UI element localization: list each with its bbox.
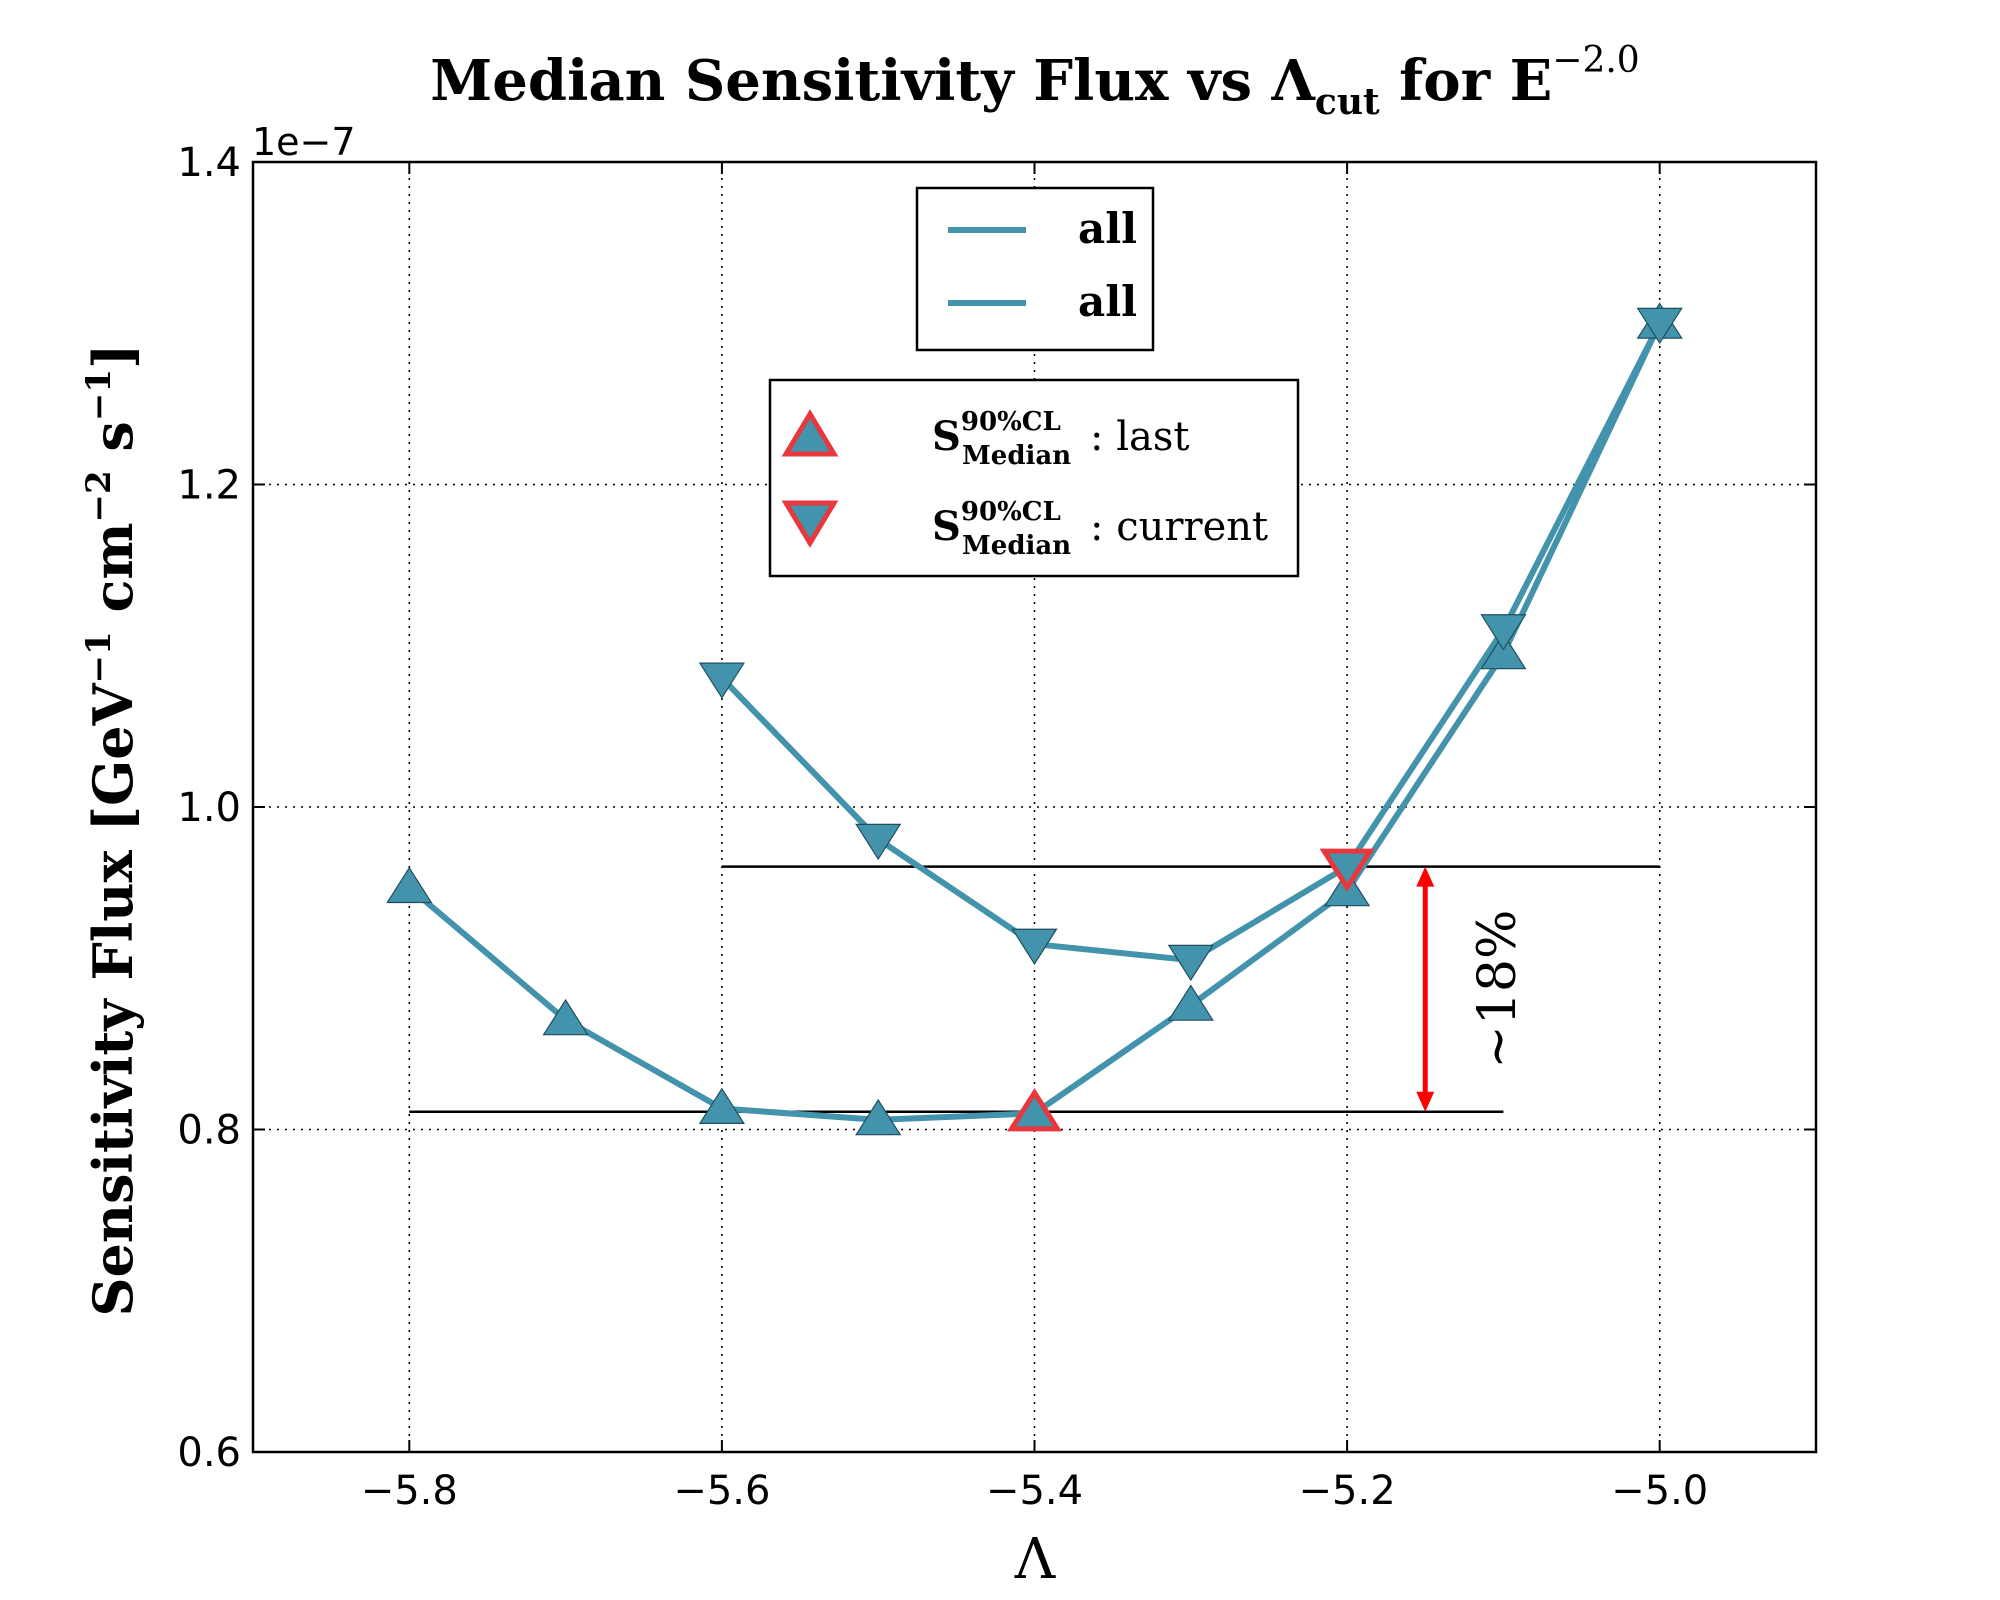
legend-marker-current <box>781 500 839 548</box>
data-point <box>698 1087 745 1124</box>
legend-label-last: S90%CL Median: last <box>932 407 1189 471</box>
x-tick-label: −5.0 <box>1611 1468 1708 1514</box>
ticks: −5.8 −5.6 −5.4 −5.2 −5.0 0.6 0.8 1.0 1.2 1.4 <box>177 140 1816 1514</box>
data-point <box>1011 928 1058 965</box>
series-legend: all all <box>915 186 1155 352</box>
chart-title: Median Sensitivity Flux vs Λcut for E−2.… <box>430 40 1639 123</box>
data-point <box>386 866 433 904</box>
arrow-head-bottom <box>1416 1091 1435 1112</box>
marker-legend: S90%CL Median: last S90%CL Median: current <box>768 378 1300 578</box>
y-tick-label: 0.6 <box>177 1430 241 1476</box>
legend-label-1: all <box>1078 204 1137 253</box>
y-offset-label: 1e−7 <box>252 120 356 164</box>
data-point <box>1480 614 1527 651</box>
annotation-text: ~18% <box>1468 910 1528 1069</box>
highlight-point <box>1006 1088 1063 1132</box>
data-point <box>1167 944 1214 982</box>
x-tick-label: −5.6 <box>673 1468 770 1514</box>
x-tick-label: −5.8 <box>361 1468 458 1514</box>
data-point <box>1636 307 1683 345</box>
highlight-point <box>1319 848 1375 893</box>
data-point <box>1480 632 1527 670</box>
highlight-markers <box>1006 848 1375 1132</box>
x-axis-label: Λ <box>1014 1527 1056 1592</box>
arrow-head-top <box>1416 866 1435 887</box>
data-point <box>542 998 589 1036</box>
y-axis-label: Sensitivity Flux [GeV−1 cm−2 s−1] <box>79 343 145 1316</box>
annotation: ~18% <box>1416 866 1528 1112</box>
x-tick-label: −5.4 <box>986 1468 1083 1514</box>
y-tick-label: 0.8 <box>177 1108 241 1154</box>
legend-label-current: S90%CL Median: current <box>932 497 1268 561</box>
data-point <box>1167 984 1214 1021</box>
data-point <box>698 662 745 699</box>
y-tick-label: 1.4 <box>177 140 241 186</box>
y-tick-label: 1.2 <box>177 463 241 509</box>
legend-label-2: all <box>1078 277 1137 326</box>
data-point <box>855 1098 902 1136</box>
y-tick-label: 1.0 <box>177 785 241 831</box>
data-point <box>855 823 902 861</box>
x-tick-label: −5.2 <box>1299 1468 1396 1514</box>
reference-lines <box>409 865 1660 1114</box>
legend-marker-last <box>781 409 839 457</box>
